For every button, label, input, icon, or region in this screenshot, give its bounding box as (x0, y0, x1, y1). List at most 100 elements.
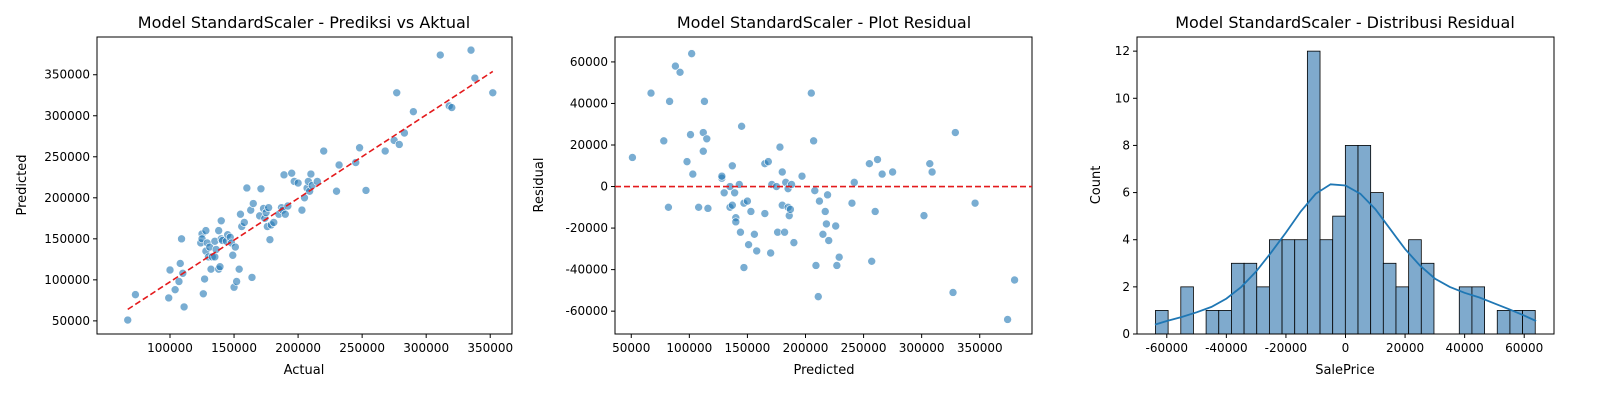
histogram-bar (1268, 239, 1283, 335)
histogram-bar (1496, 310, 1511, 335)
x-tick-label: 300000 (403, 341, 449, 355)
histogram-bar (1218, 310, 1232, 335)
scatter-point (234, 264, 244, 274)
x-tick-label: 200000 (275, 341, 321, 355)
scatter-point (215, 262, 225, 272)
scatter-point (214, 226, 223, 235)
scatter-point (888, 167, 897, 177)
panel-3-marks (1154, 50, 1537, 335)
x-tick-label: 200000 (783, 341, 829, 355)
y-tick-label: 4 (1122, 233, 1130, 247)
scatter-point (242, 183, 252, 193)
scatter-point (1010, 275, 1019, 285)
scatter-point (659, 136, 669, 146)
x-tick-label: 40000 (1446, 341, 1484, 355)
scatter-point (698, 146, 708, 156)
scatter-point (306, 169, 316, 179)
scatter-point (355, 143, 364, 153)
x-tick-label: 300000 (899, 341, 945, 355)
y-tick-label: 50000 (52, 314, 90, 328)
scatter-point (319, 146, 329, 156)
panel-1-xlabel: Actual (284, 363, 325, 378)
scatter-point (730, 188, 739, 198)
scatter-point (216, 216, 226, 226)
scatter-point (280, 209, 290, 219)
scatter-point (728, 161, 737, 171)
x-tick-label: 350000 (467, 341, 513, 355)
x-tick-label: 50000 (612, 341, 650, 355)
scatter-point (199, 289, 208, 299)
panel-2-title: Model StandardScaler - Plot Residual (677, 13, 971, 32)
x-tick-label: 250000 (339, 341, 385, 355)
x-tick-label: 20000 (1386, 341, 1424, 355)
scatter-point (332, 186, 341, 196)
y-tick-label: -60000 (565, 304, 608, 318)
scatter-point (293, 178, 303, 188)
panel-3-axes-frame (1136, 36, 1555, 335)
scatter-point (688, 169, 698, 179)
scatter-point (1003, 315, 1012, 324)
y-tick-label: 2 (1122, 280, 1130, 294)
scatter-point (165, 265, 175, 275)
x-tick-label: -40000 (1205, 341, 1248, 355)
scatter-point (867, 257, 877, 266)
y-tick-label: 20000 (570, 138, 608, 152)
scatter-point (232, 277, 241, 286)
scatter-point (170, 285, 180, 294)
y-tick-label: 350000 (44, 68, 90, 82)
histogram-bar (1382, 262, 1397, 335)
scatter-point (361, 186, 371, 195)
scatter-point (665, 97, 674, 106)
reference-line (127, 70, 494, 311)
x-tick-label: 150000 (725, 341, 771, 355)
x-tick-label: 100000 (666, 341, 712, 355)
scatter-point (256, 184, 266, 194)
scatter-point (682, 157, 692, 166)
kde-curve (1154, 183, 1537, 326)
scatter-point (700, 97, 709, 106)
scatter-point (948, 288, 958, 297)
y-tick-label: -40000 (565, 263, 608, 277)
scatter-point (970, 198, 980, 208)
scatter-point (435, 50, 445, 60)
scatter-point (269, 218, 279, 227)
y-tick-label: 0 (600, 180, 608, 194)
scatter-point (775, 142, 785, 152)
scatter-point (297, 205, 307, 215)
scatter-point (731, 217, 741, 227)
scatter-point (247, 273, 257, 282)
scatter-point (394, 140, 404, 149)
x-tick-label: 100000 (147, 341, 193, 355)
histogram-bar (1370, 192, 1384, 335)
scatter-point (744, 240, 753, 249)
scatter-point (164, 293, 174, 303)
scatter-point (470, 73, 480, 83)
panel-1-ylabel: Predicted (15, 154, 30, 215)
panel-1-title: Model StandardScaler - Prediksi vs Aktua… (138, 13, 470, 32)
scatter-point (832, 261, 842, 270)
panel-distribusi-residual: Model StandardScaler - Distribusi Residu… (1089, 13, 1555, 378)
scatter-point (719, 188, 729, 198)
scatter-point (873, 155, 882, 164)
scatter-point (797, 171, 807, 181)
scatter-point (179, 302, 189, 312)
scatter-point (686, 130, 695, 139)
histogram-bar (1332, 215, 1346, 335)
scatter-point (951, 128, 960, 137)
scatter-point (870, 207, 880, 216)
x-tick-label: 350000 (957, 341, 1003, 355)
y-tick-label: 40000 (570, 96, 608, 110)
scatter-point (447, 103, 457, 112)
panel-prediksi-vs-aktual: Model StandardScaler - Prediksi vs Aktua… (15, 13, 513, 378)
panel-1-axes-frame (96, 36, 513, 335)
x-tick-label: 60000 (1505, 341, 1543, 355)
y-tick-label: 100000 (44, 273, 90, 287)
scatter-point (123, 315, 133, 325)
y-tick-label: 300000 (44, 109, 90, 123)
y-tick-label: -20000 (565, 221, 608, 235)
scatter-point (687, 49, 696, 58)
scatter-point (351, 158, 361, 167)
scatter-point (760, 209, 770, 218)
scatter-point (664, 203, 673, 212)
